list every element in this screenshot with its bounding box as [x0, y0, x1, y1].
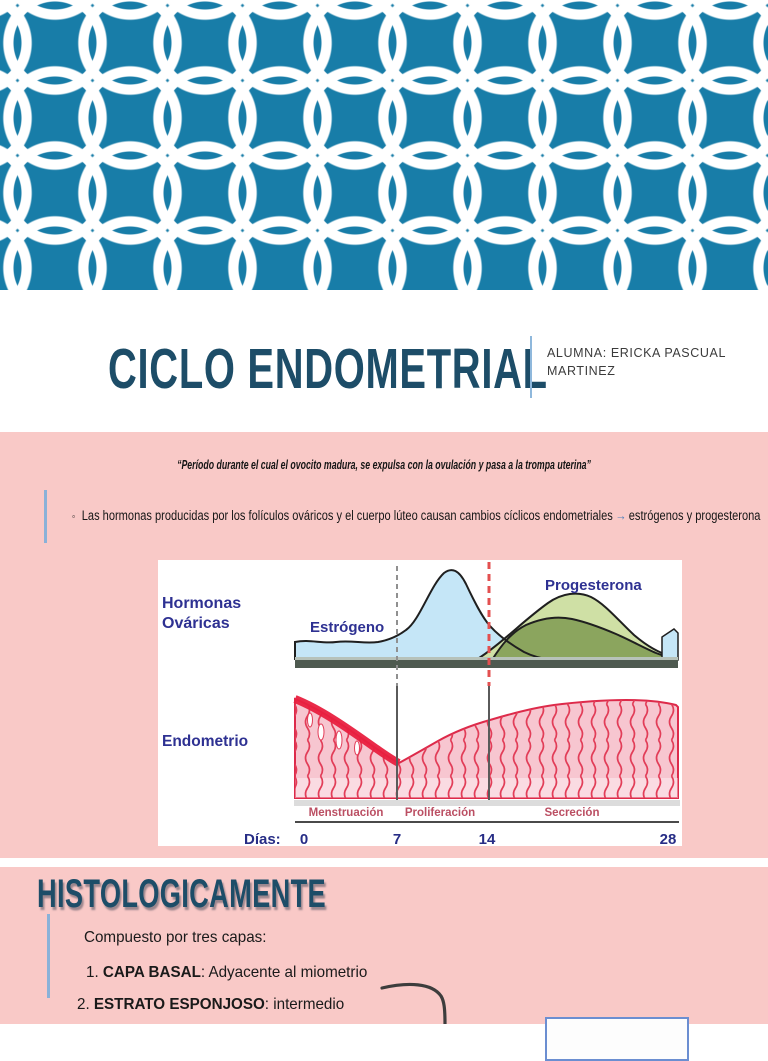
baseline-bar-top: [295, 657, 678, 660]
item-number: 2.: [77, 996, 90, 1013]
content-panel-top: “Período durante el cual el ovocito madu…: [0, 432, 768, 858]
bullet-text: Las hormonas producidas por los folículo…: [81, 508, 613, 523]
author-line-1: ALUMNA: ERICKA PASCUAL: [547, 346, 726, 360]
estrogen-end-wedge: [661, 628, 679, 661]
endometrium-footer-strip: [294, 800, 680, 806]
day-tick-14: 14: [479, 831, 496, 846]
right-arrow-icon: →: [615, 508, 627, 523]
content-panel-bottom: HISTOLOGICAMENTE Compuesto por tres capa…: [0, 867, 768, 1024]
hormonas-label-line2: Ováricas: [162, 615, 230, 632]
quote-text: “Período durante el cual el ovocito madu…: [177, 458, 591, 472]
menstrual-crust: [293, 695, 401, 767]
cycle-diagram-svg: Hormonas Ováricas Estrógeno Progesterona…: [162, 562, 680, 846]
day-tick-0: 0: [300, 831, 308, 846]
endometrium-glands: [295, 699, 678, 798]
list-item: 2. ESTRATO ESPONJOSO: intermedio: [77, 996, 344, 1014]
gland-gap: [317, 723, 325, 741]
layers-intro: Compuesto por tres capas:: [84, 929, 267, 946]
item-number: 1.: [86, 964, 99, 981]
phase-menstruacion: Menstruación: [309, 807, 384, 819]
bullet-marker: ◦: [72, 511, 76, 523]
day-tick-28: 28: [660, 831, 677, 846]
estrogen-luteal-area: [490, 616, 675, 661]
list-item: 1. CAPA BASAL: Adyacente al miometrio: [86, 964, 367, 982]
progesterona-label: Progesterona: [545, 577, 642, 594]
section-heading: HISTOLOGICAMENTE: [37, 872, 327, 916]
author-block: ALUMNA: ERICKA PASCUAL MARTINEZ: [547, 344, 727, 380]
circle-lattice-pattern: [0, 0, 768, 290]
panel-gap: [0, 858, 768, 867]
page-title: CICLO ENDOMETRIAL: [108, 337, 548, 401]
phase-proliferacion: Proliferación: [405, 807, 475, 819]
day-tick-7: 7: [393, 831, 401, 846]
item-term: CAPA BASAL: [102, 964, 201, 981]
item-desc: : Adyacente al miometrio: [200, 964, 368, 981]
dias-label: Días:: [244, 831, 281, 846]
endometrio-label: Endometrio: [162, 733, 248, 750]
item-desc: : intermedio: [264, 996, 345, 1013]
hormonas-label-line1: Hormonas: [162, 595, 241, 612]
bullet-text-tail: estrógenos y progesterona: [628, 508, 761, 523]
phase-secrecion: Secreción: [545, 807, 600, 819]
bullet-line: ◦ Las hormonas producidas por los folícul…: [72, 508, 760, 523]
gland-gap: [307, 712, 313, 728]
author-line-2: MARTINEZ: [547, 364, 616, 378]
accent-vline-bullet: [44, 490, 47, 543]
estrogen-outline: [294, 569, 553, 661]
baseline-bar: [295, 660, 678, 668]
connector-line: [380, 982, 447, 1024]
gland-gap: [335, 730, 343, 750]
accent-vline-list: [47, 914, 50, 998]
gland-gap: [354, 740, 360, 756]
estrogeno-label: Estrógeno: [310, 619, 384, 636]
cycle-diagram: Hormonas Ováricas Estrógeno Progesterona…: [158, 560, 682, 846]
title-divider-line: [530, 336, 532, 398]
item-term: ESTRATO ESPONJOSO: [93, 996, 265, 1013]
